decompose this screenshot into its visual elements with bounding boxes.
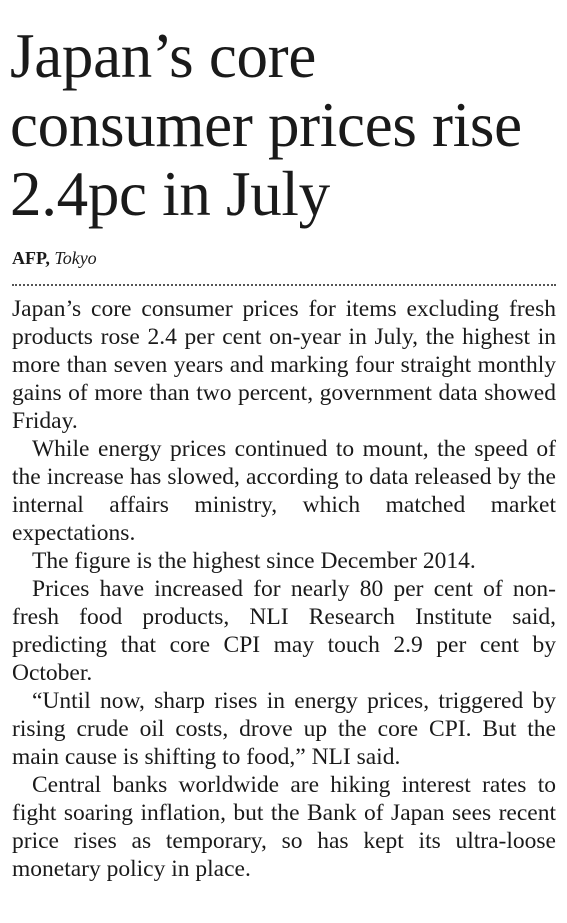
divider [12,284,556,286]
paragraph: Prices have increased for nearly 80 per … [12,576,556,686]
article-body: Japan’s core consumer prices for items e… [12,295,556,883]
byline: AFP, Tokyo [12,248,97,269]
paragraph: The figure is the highest since December… [32,548,476,574]
byline-source: AFP, [12,248,50,268]
byline-location: Tokyo [54,248,97,268]
paragraph: Japan’s core consumer prices for items e… [12,296,556,434]
headline: Japan’s core consumer prices rise 2.4pc … [10,21,522,229]
paragraph: Central banks worldwide are hiking inter… [12,772,556,882]
paragraph: While energy prices continued to mount, … [12,436,556,546]
paragraph: “Until now, sharp rises in energy prices… [12,688,556,770]
